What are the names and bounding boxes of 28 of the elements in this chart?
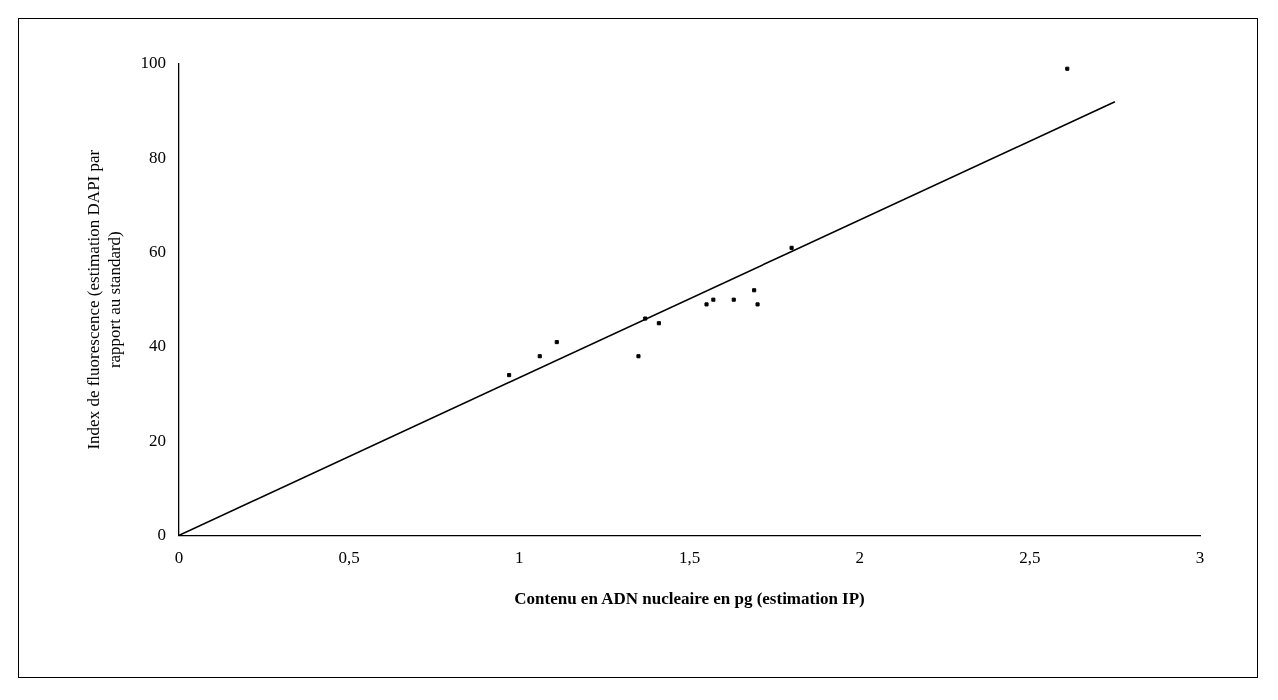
point [1065,66,1070,71]
point [752,288,757,293]
x-tick-label: 2,5 [1019,548,1041,568]
x-tick-label: 1 [515,548,524,568]
point [636,354,641,359]
point [643,316,648,321]
point [537,354,542,359]
y-tick-label: 20 [149,430,166,450]
point [789,245,794,250]
y-tick-label: 40 [149,336,166,356]
y-tick-label: 60 [149,242,166,262]
y-tick-label: 0 [157,524,166,544]
x-tick-label: 2 [855,548,864,568]
y-tick-label: 100 [140,53,166,73]
point [507,373,512,378]
x-tick-label: 1,5 [678,548,701,568]
point [656,321,661,326]
y-tick-label: 80 [149,147,166,167]
point [554,340,559,345]
point [755,302,760,307]
point [711,297,716,302]
x-tick-label: 3 [1195,548,1205,568]
y-axis-title: Index de fluorescence (estimation DAPI par rapport au standard) [84,149,125,450]
x-tick-label: 0 [174,548,184,568]
x-axis-title: Contenu en ADN nucleaire en pg (estimation IP) [514,588,865,608]
point [704,302,709,307]
x-tick-label: 0,5 [338,548,360,568]
point [731,297,736,302]
